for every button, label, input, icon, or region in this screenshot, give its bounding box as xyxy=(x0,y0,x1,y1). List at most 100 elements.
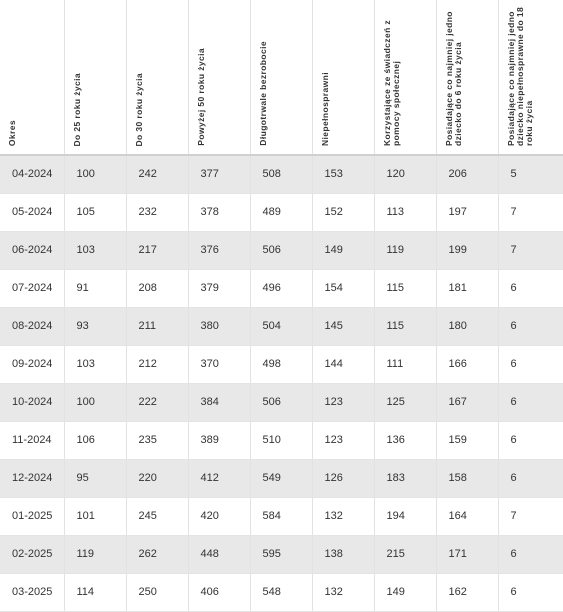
value-cell: 115 xyxy=(373,269,436,308)
table-row: 11-2024 106 235 389 510 123 136 159 6 xyxy=(0,421,563,460)
column-header-label: Do 25 roku życia xyxy=(71,72,82,146)
value-cell: 232 xyxy=(125,193,188,232)
period-cell: 11-2024 xyxy=(0,421,64,460)
column-header-social-assistance[interactable]: Korzystające ze świadczeń z pomocy społe… xyxy=(373,0,436,156)
table-row: 05-2024 105 232 378 489 152 113 197 7 xyxy=(0,193,563,232)
period-cell: 08-2024 xyxy=(0,307,64,346)
value-cell: 197 xyxy=(435,193,498,232)
table-body: 04-2024 100 242 377 508 153 120 206 5 05-2024 105 2… xyxy=(0,155,563,612)
value-cell: 101 xyxy=(63,497,126,536)
period-cell: 12-2024 xyxy=(0,459,64,498)
value-cell: 7 xyxy=(497,497,563,536)
value-cell: 412 xyxy=(187,459,250,498)
value-cell: 379 xyxy=(187,269,250,308)
value-cell: 158 xyxy=(435,459,498,498)
value-cell: 132 xyxy=(311,497,374,536)
column-header-label: Posiadające co najmniej jedno dziecko ni… xyxy=(505,6,534,146)
column-header-label: Okres xyxy=(7,119,17,146)
value-cell: 6 xyxy=(497,269,563,308)
value-cell: 6 xyxy=(497,459,563,498)
value-cell: 222 xyxy=(125,383,188,422)
value-cell: 136 xyxy=(373,421,436,460)
value-cell: 120 xyxy=(373,155,436,194)
value-cell: 100 xyxy=(63,155,126,194)
value-cell: 378 xyxy=(187,193,250,232)
value-cell: 498 xyxy=(249,345,312,384)
value-cell: 217 xyxy=(125,231,188,270)
value-cell: 584 xyxy=(249,497,312,536)
column-header-okres[interactable]: Okres xyxy=(0,0,64,156)
value-cell: 376 xyxy=(187,231,250,270)
table-row: 08-2024 93 211 380 504 145 115 180 6 xyxy=(0,307,563,346)
table-row: 06-2024 103 217 376 506 149 119 199 7 xyxy=(0,231,563,270)
value-cell: 123 xyxy=(311,383,374,422)
value-cell: 489 xyxy=(249,193,312,232)
value-cell: 370 xyxy=(187,345,250,384)
table-row: 09-2024 103 212 370 498 144 111 166 6 xyxy=(0,345,563,384)
value-cell: 504 xyxy=(249,307,312,346)
column-header-disabled[interactable]: Niepełnosprawni xyxy=(311,0,374,156)
table-row: 01-2025 101 245 420 584 132 194 164 7 xyxy=(0,497,563,536)
value-cell: 144 xyxy=(311,345,374,384)
value-cell: 548 xyxy=(249,573,312,612)
column-header-under-30[interactable]: Do 30 roku życia xyxy=(125,0,188,156)
value-cell: 506 xyxy=(249,231,312,270)
value-cell: 119 xyxy=(373,231,436,270)
value-cell: 100 xyxy=(63,383,126,422)
value-cell: 105 xyxy=(63,193,126,232)
value-cell: 406 xyxy=(187,573,250,612)
period-cell: 06-2024 xyxy=(0,231,64,270)
value-cell: 377 xyxy=(187,155,250,194)
value-cell: 166 xyxy=(435,345,498,384)
value-cell: 5 xyxy=(497,155,563,194)
value-cell: 154 xyxy=(311,269,374,308)
value-cell: 7 xyxy=(497,231,563,270)
table-header: Okres Do 25 roku życia Do 30 roku życia … xyxy=(0,0,563,156)
column-header-over-50[interactable]: Powyżej 50 roku życia xyxy=(187,0,250,156)
value-cell: 6 xyxy=(497,535,563,574)
column-header-child-under-6[interactable]: Posiadające co najmniej jedno dziecko do… xyxy=(435,0,498,156)
value-cell: 167 xyxy=(435,383,498,422)
value-cell: 380 xyxy=(187,307,250,346)
value-cell: 194 xyxy=(373,497,436,536)
value-cell: 103 xyxy=(63,345,126,384)
column-header-label: Długotrwale bezrobocie xyxy=(257,41,268,146)
value-cell: 420 xyxy=(187,497,250,536)
value-cell: 7 xyxy=(497,193,563,232)
column-header-under-25[interactable]: Do 25 roku życia xyxy=(63,0,126,156)
value-cell: 510 xyxy=(249,421,312,460)
period-cell: 10-2024 xyxy=(0,383,64,422)
table-row: 02-2025 119 262 448 595 138 215 171 6 xyxy=(0,535,563,574)
value-cell: 384 xyxy=(187,383,250,422)
value-cell: 149 xyxy=(373,573,436,612)
period-cell: 07-2024 xyxy=(0,269,64,308)
value-cell: 242 xyxy=(125,155,188,194)
value-cell: 180 xyxy=(435,307,498,346)
value-cell: 125 xyxy=(373,383,436,422)
column-header-disabled-child[interactable]: Posiadające co najmniej jedno dziecko ni… xyxy=(497,0,563,156)
value-cell: 215 xyxy=(373,535,436,574)
value-cell: 164 xyxy=(435,497,498,536)
value-cell: 506 xyxy=(249,383,312,422)
value-cell: 152 xyxy=(311,193,374,232)
table-row: 07-2024 91 208 379 496 154 115 181 6 xyxy=(0,269,563,308)
value-cell: 114 xyxy=(63,573,126,612)
value-cell: 220 xyxy=(125,459,188,498)
value-cell: 93 xyxy=(63,307,126,346)
column-header-long-term[interactable]: Długotrwale bezrobocie xyxy=(249,0,312,156)
value-cell: 448 xyxy=(187,535,250,574)
value-cell: 181 xyxy=(435,269,498,308)
value-cell: 171 xyxy=(435,535,498,574)
period-cell: 09-2024 xyxy=(0,345,64,384)
period-cell: 04-2024 xyxy=(0,155,64,194)
value-cell: 138 xyxy=(311,535,374,574)
value-cell: 245 xyxy=(125,497,188,536)
value-cell: 262 xyxy=(125,535,188,574)
header-row: Okres Do 25 roku życia Do 30 roku życia … xyxy=(0,0,563,156)
column-header-label: Posiadające co najmniej jedno dziecko do… xyxy=(443,11,463,146)
value-cell: 549 xyxy=(249,459,312,498)
value-cell: 126 xyxy=(311,459,374,498)
value-cell: 123 xyxy=(311,421,374,460)
table-row: 12-2024 95 220 412 549 126 183 158 6 xyxy=(0,459,563,498)
